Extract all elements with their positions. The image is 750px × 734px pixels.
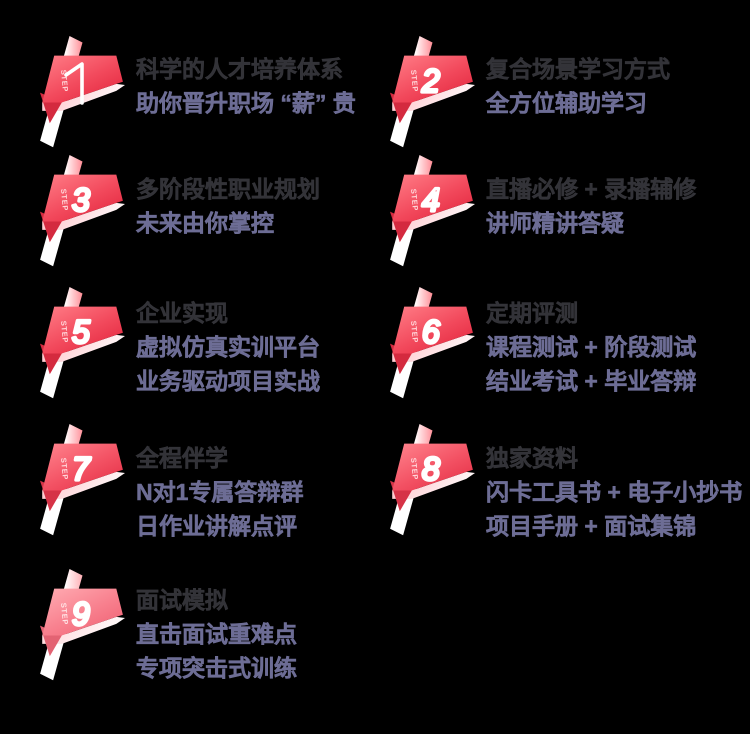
svg-text:9: 9 xyxy=(72,596,90,632)
svg-text:6: 6 xyxy=(422,314,440,350)
svg-text:8: 8 xyxy=(422,451,440,487)
svg-text:4: 4 xyxy=(422,182,440,218)
svg-text:2: 2 xyxy=(421,63,440,99)
svg-text:7: 7 xyxy=(72,451,91,487)
svg-text:3: 3 xyxy=(72,182,90,218)
svg-text:5: 5 xyxy=(72,314,90,350)
